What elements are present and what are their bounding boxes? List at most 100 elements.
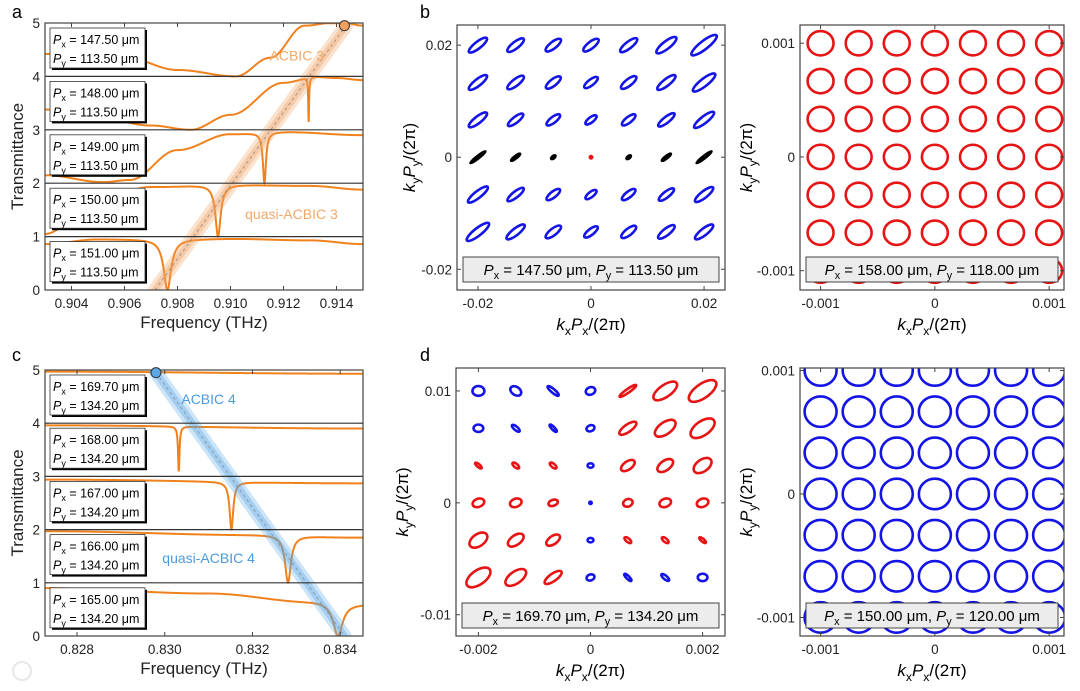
polarization-ellipse [879,436,915,470]
y-axis-title: Transmittance [8,103,27,210]
polarization-ellipse [841,395,876,429]
y-tick-label: 5 [32,16,40,31]
legend-py: Py = 113.50 μm [53,159,138,176]
text-segment: x [61,440,66,450]
polarization-ellipse [509,152,522,163]
polarization-ellipse [806,181,835,209]
text-segment: P [53,212,62,226]
text-segment: /(2π) [737,123,756,160]
x-tick-label: 0.910 [214,296,248,311]
legend-px: Px = 149.00 μm [53,140,139,157]
polarization-ellipse [660,535,670,545]
text-segment: P [53,247,62,261]
polarization-ellipse [879,395,915,429]
text-segment: /(2π) [588,661,625,680]
polarization-ellipse [958,67,988,95]
polarization-ellipse [655,35,678,55]
text-segment: = 118.00 μm [952,262,1039,279]
polarization-ellipse [548,423,559,434]
legend-py: Py = 134.20 μm [53,612,139,629]
text-segment: = 168.00 μm [66,433,140,447]
legend-py: Py = 113.50 μm [53,105,138,122]
text-segment: x [564,670,570,684]
text-segment: P [570,661,582,680]
polarization-ellipse [993,477,1029,511]
polarization-ellipse [803,477,838,511]
text-segment: y [61,618,66,628]
legend-box [49,427,146,469]
text-segment: y [402,521,416,528]
x-tick-label: 0.904 [55,296,89,311]
polarization-ellipse [693,223,715,241]
text-segment: = 134.20 μm [66,505,140,519]
legend-py: Py = 113.50 μm [53,212,138,229]
text-segment: , [587,262,595,279]
text-segment: P [737,510,756,522]
polarization-ellipse [467,73,489,92]
polarization-ellipse [958,143,988,171]
text-segment: P [53,380,62,394]
polarization-ellipse [803,368,838,388]
polarization-ellipse [546,384,561,398]
polarization-ellipse [844,105,873,133]
polarization-ellipse [504,567,528,588]
polarization-ellipse [581,37,601,53]
x-tick-label: 0.828 [60,642,94,657]
text-segment: = 113.50 μm [66,266,139,280]
polarization-ellipse [879,368,915,388]
polarization-ellipse [841,559,876,593]
text-segment: = 148.00 μm [66,86,140,100]
text-segment: x [61,93,66,103]
polarization-ellipse [955,518,991,552]
period-label: Px = 147.50 μm, Py = 113.50 μm [484,262,699,282]
polarization-ellipse [879,477,915,511]
polarization-ellipse [620,187,637,202]
text-segment: y [61,59,66,69]
legend-py: Py = 134.20 μm [53,559,139,576]
polarization-ellipse [652,380,679,402]
x-axis-title: kxPx/(2π) [897,315,966,338]
polarization-ellipse [544,533,562,548]
polarization-ellipse [469,150,487,165]
polarization-ellipse [508,497,523,509]
polarization-ellipse [1031,559,1064,593]
text-segment: , [586,608,594,625]
polarization-ellipse [510,423,521,433]
legend-py: Py = 134.20 μm [53,399,139,416]
text-segment: P [937,262,947,279]
polarization-b-right-frame [799,24,1065,291]
polarization-ellipse [920,181,950,209]
text-segment: k [897,661,907,680]
annotation-label: quasi-ACBIC 3 [245,206,338,222]
text-segment: = 167.00 μm [66,486,140,500]
text-segment: x [906,670,912,684]
text-segment: = 113.50 μm [611,262,698,279]
polarization-ellipse [658,497,673,509]
polarization-ellipse [1034,67,1064,95]
x-tick-label: 0.906 [108,296,142,311]
polarization-ellipse [844,143,873,171]
spectrum-a-frame [44,22,364,291]
legend-box [49,81,146,122]
polarization-ellipse [588,154,594,160]
bic-trajectory-core [152,370,349,636]
text-segment: = 166.00 μm [66,540,140,554]
text-segment: x [493,616,499,628]
text-segment: y [61,565,66,575]
polarization-ellipse [548,461,558,470]
text-segment: y [409,159,423,166]
y-tick-label: 0 [443,496,451,511]
y-axis-title: Transmittance [8,449,27,556]
text-segment: y [947,270,953,282]
text-segment: P [53,452,62,466]
polarization-ellipse [920,143,950,171]
polarization-ellipse [547,498,560,508]
plot-area [463,378,718,627]
text-segment: y [746,521,760,528]
panel-label-b: b [420,2,431,22]
transmittance-curve [45,131,363,186]
text-segment: P [483,608,493,625]
text-segment: = 113.50 μm [66,159,139,173]
text-segment: y [61,406,66,416]
